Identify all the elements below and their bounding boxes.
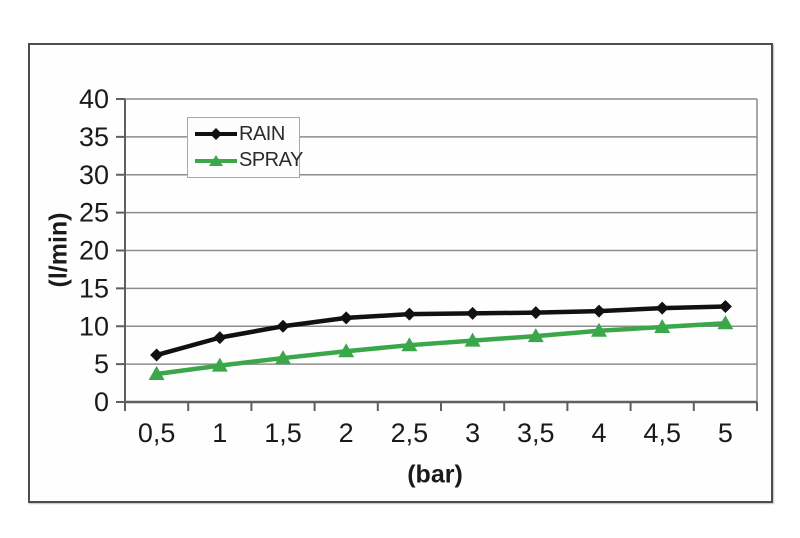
- spray-data-point: [275, 350, 291, 365]
- x-axis-tick-label: 3,5: [517, 418, 555, 448]
- rain-data-point: [466, 306, 480, 320]
- series-line-spray: [154, 320, 728, 377]
- spray-data-point: [717, 315, 734, 330]
- spray-data-point: [527, 328, 544, 343]
- x-axis-tick-label: 2,5: [391, 418, 429, 448]
- x-axis-tick-label: 0,5: [138, 418, 176, 448]
- y-axis-tick-label: 35: [79, 122, 109, 152]
- y-axis-tick-label: 0: [94, 387, 109, 417]
- x-axis-tick-label: 1: [212, 418, 227, 448]
- x-axis-tick-label: 2: [339, 418, 354, 448]
- y-axis-title: (l/min): [44, 212, 73, 288]
- legend-entry-rain: RAIN: [194, 122, 299, 145]
- legend-entry-spray: SPRAY: [194, 149, 303, 171]
- y-axis-tick-label: 15: [79, 273, 109, 303]
- y-axis-tick-label: 10: [79, 311, 109, 341]
- y-axis-tick-label: 20: [79, 236, 109, 266]
- spray-data-point: [591, 322, 607, 337]
- y-axis-tick-label: 25: [79, 198, 109, 228]
- rain-data-point: [592, 304, 606, 318]
- spray-data-point: [148, 365, 165, 380]
- rain-data-point: [339, 311, 353, 325]
- y-axis-tick-label: 40: [79, 84, 109, 114]
- chart-frame: [28, 43, 773, 503]
- legend-label-rain: RAIN: [239, 122, 285, 145]
- x-axis-title: (bar): [407, 460, 463, 489]
- series-line-rain: [154, 304, 728, 358]
- spray-data-point: [464, 332, 481, 347]
- spray-line-triangle-icon: [195, 154, 237, 166]
- rain-data-point: [150, 348, 164, 362]
- rain-data-point: [402, 307, 416, 321]
- rain-data-point: [718, 300, 732, 314]
- y-axis-tick-label: 30: [79, 160, 109, 190]
- x-axis-tick-label: 3: [465, 418, 480, 448]
- spray-data-point: [401, 337, 418, 352]
- x-axis-tick-label: 4,5: [643, 418, 681, 448]
- legend: RAIN SPRAY: [187, 117, 303, 178]
- x-axis-tick-label: 4: [591, 418, 606, 448]
- x-axis-tick-label: 1,5: [264, 418, 302, 448]
- rain-line-diamond-icon: [195, 128, 237, 141]
- rain-data-point: [655, 301, 669, 315]
- y-axis-tick-label: 5: [94, 349, 109, 379]
- spray-data-point: [338, 343, 355, 358]
- spray-data-point: [654, 319, 671, 334]
- x-axis-tick-label: 5: [718, 418, 733, 448]
- spray-data-point: [211, 357, 228, 372]
- rain-data-point: [529, 306, 543, 320]
- rain-data-point: [276, 319, 290, 333]
- rain-data-point: [213, 331, 227, 345]
- legend-label-spray: SPRAY: [239, 149, 303, 172]
